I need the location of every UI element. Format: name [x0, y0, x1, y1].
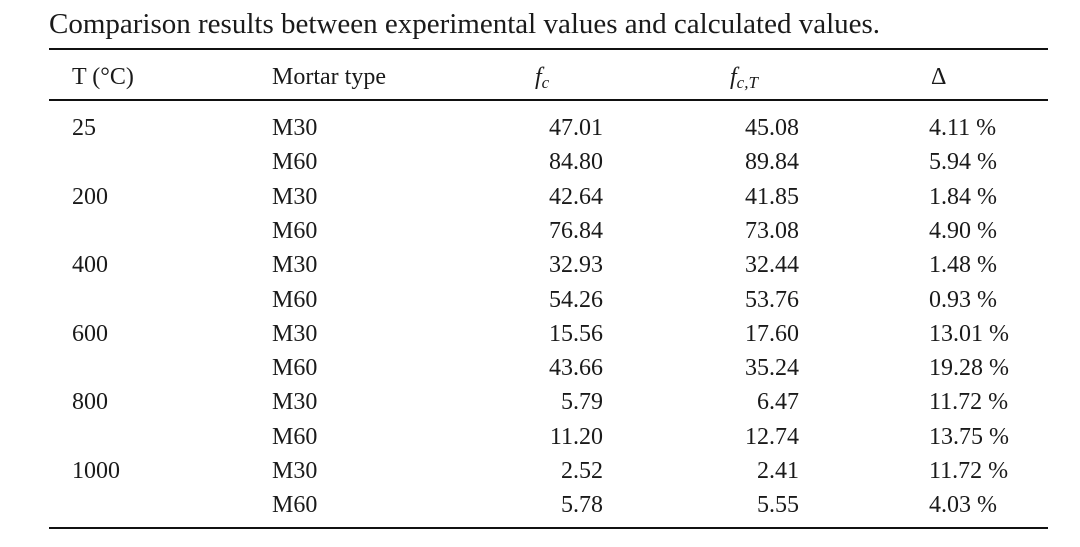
table-caption: Comparison results between experimental … — [49, 8, 881, 40]
cell-temperature: 400 — [72, 252, 108, 279]
cell-mortar-type: M60 — [272, 355, 318, 382]
cell-fc: 2.52 — [561, 458, 603, 484]
header-fct: fc,T — [730, 60, 758, 100]
cell-fc: 5.78 — [561, 492, 603, 519]
cell-fc: 84.80 — [549, 149, 603, 176]
header-fc-subscript: c — [541, 73, 550, 92]
header-fc: fc — [535, 60, 549, 100]
cell-temperature: 200 — [72, 183, 108, 210]
cell-fc: 54.26 — [549, 286, 603, 313]
header-fct-main: f — [730, 64, 737, 90]
cell-fct: 89.84 — [745, 149, 799, 176]
header-mortar-type: Mortar type — [272, 64, 386, 90]
cell-delta: 19.28 % — [929, 355, 1009, 382]
cell-mortar-type: M60 — [272, 149, 318, 176]
header-fc-main: f — [535, 64, 542, 90]
top-rule — [49, 48, 1048, 50]
header-temperature: T (°C) — [72, 64, 134, 90]
cell-delta: 5.94 % — [929, 149, 997, 176]
cell-delta: 4.90 % — [929, 217, 997, 244]
cell-fc: 76.84 — [549, 217, 603, 244]
cell-fc: 47.01 — [549, 115, 603, 141]
table-row: 1000 M30 2.52 2.41 11.72 % — [0, 454, 1080, 488]
cell-fc: 15.56 — [549, 320, 603, 347]
cell-fct: 6.47 — [757, 389, 799, 416]
cell-delta: 1.48 % — [929, 252, 997, 279]
bottom-rule — [49, 527, 1048, 529]
cell-delta: 1.84 % — [929, 183, 997, 210]
cell-temperature: 800 — [72, 389, 108, 416]
table-row: 600 M30 15.56 17.60 13.01 % — [0, 317, 1080, 351]
cell-fct: 17.60 — [745, 320, 799, 347]
table-row: M60 54.26 53.76 0.93 % — [0, 283, 1080, 317]
cell-temperature: 25 — [72, 115, 96, 141]
cell-delta: 4.03 % — [929, 492, 997, 519]
cell-fct: 5.55 — [757, 492, 799, 519]
cell-fct: 53.76 — [745, 286, 799, 313]
cell-mortar-type: M60 — [272, 492, 318, 519]
cell-fc: 43.66 — [549, 355, 603, 382]
header-rule — [49, 99, 1048, 101]
cell-fct: 12.74 — [745, 423, 799, 450]
cell-fc: 42.64 — [549, 183, 603, 210]
cell-fct: 73.08 — [745, 217, 799, 244]
cell-mortar-type: M60 — [272, 217, 318, 244]
table-row: 400 M30 32.93 32.44 1.48 % — [0, 248, 1080, 282]
cell-fct: 41.85 — [745, 183, 799, 210]
cell-mortar-type: M30 — [272, 458, 318, 484]
cell-mortar-type: M30 — [272, 183, 318, 210]
cell-mortar-type: M60 — [272, 423, 318, 450]
table-row: 25 M30 47.01 45.08 4.11 % — [0, 111, 1080, 145]
table-row: M60 84.80 89.84 5.94 % — [0, 145, 1080, 179]
cell-temperature: 1000 — [72, 458, 120, 484]
cell-fct: 32.44 — [745, 252, 799, 279]
cell-delta: 13.75 % — [929, 423, 1009, 450]
cell-mortar-type: M30 — [272, 389, 318, 416]
table-row: M60 43.66 35.24 19.28 % — [0, 351, 1080, 385]
cell-fc: 11.20 — [549, 423, 603, 450]
header-fct-subscript: c,T — [736, 73, 758, 92]
cell-delta: 4.11 % — [929, 115, 997, 141]
cell-delta: 11.72 % — [929, 389, 1009, 416]
cell-fc: 5.79 — [561, 389, 603, 416]
cell-delta: 11.72 % — [929, 458, 1009, 484]
cell-temperature: 600 — [72, 320, 108, 347]
cell-mortar-type: M30 — [272, 115, 318, 141]
table-row: 800 M30 5.79 6.47 11.72 % — [0, 385, 1080, 419]
cell-mortar-type: M30 — [272, 252, 318, 279]
table-row: M60 76.84 73.08 4.90 % — [0, 214, 1080, 248]
table-row: M60 5.78 5.55 4.03 % — [0, 488, 1080, 522]
table-row: 200 M30 42.64 41.85 1.84 % — [0, 180, 1080, 214]
cell-mortar-type: M30 — [272, 320, 318, 347]
cell-fct: 45.08 — [745, 115, 799, 141]
cell-delta: 13.01 % — [929, 320, 1009, 347]
header-delta: Δ — [931, 64, 947, 90]
table-row: M60 11.20 12.74 13.75 % — [0, 420, 1080, 454]
cell-fc: 32.93 — [549, 252, 603, 279]
cell-delta: 0.93 % — [929, 286, 997, 313]
cell-mortar-type: M60 — [272, 286, 318, 313]
cell-fct: 35.24 — [745, 355, 799, 382]
cell-fct: 2.41 — [757, 458, 799, 484]
